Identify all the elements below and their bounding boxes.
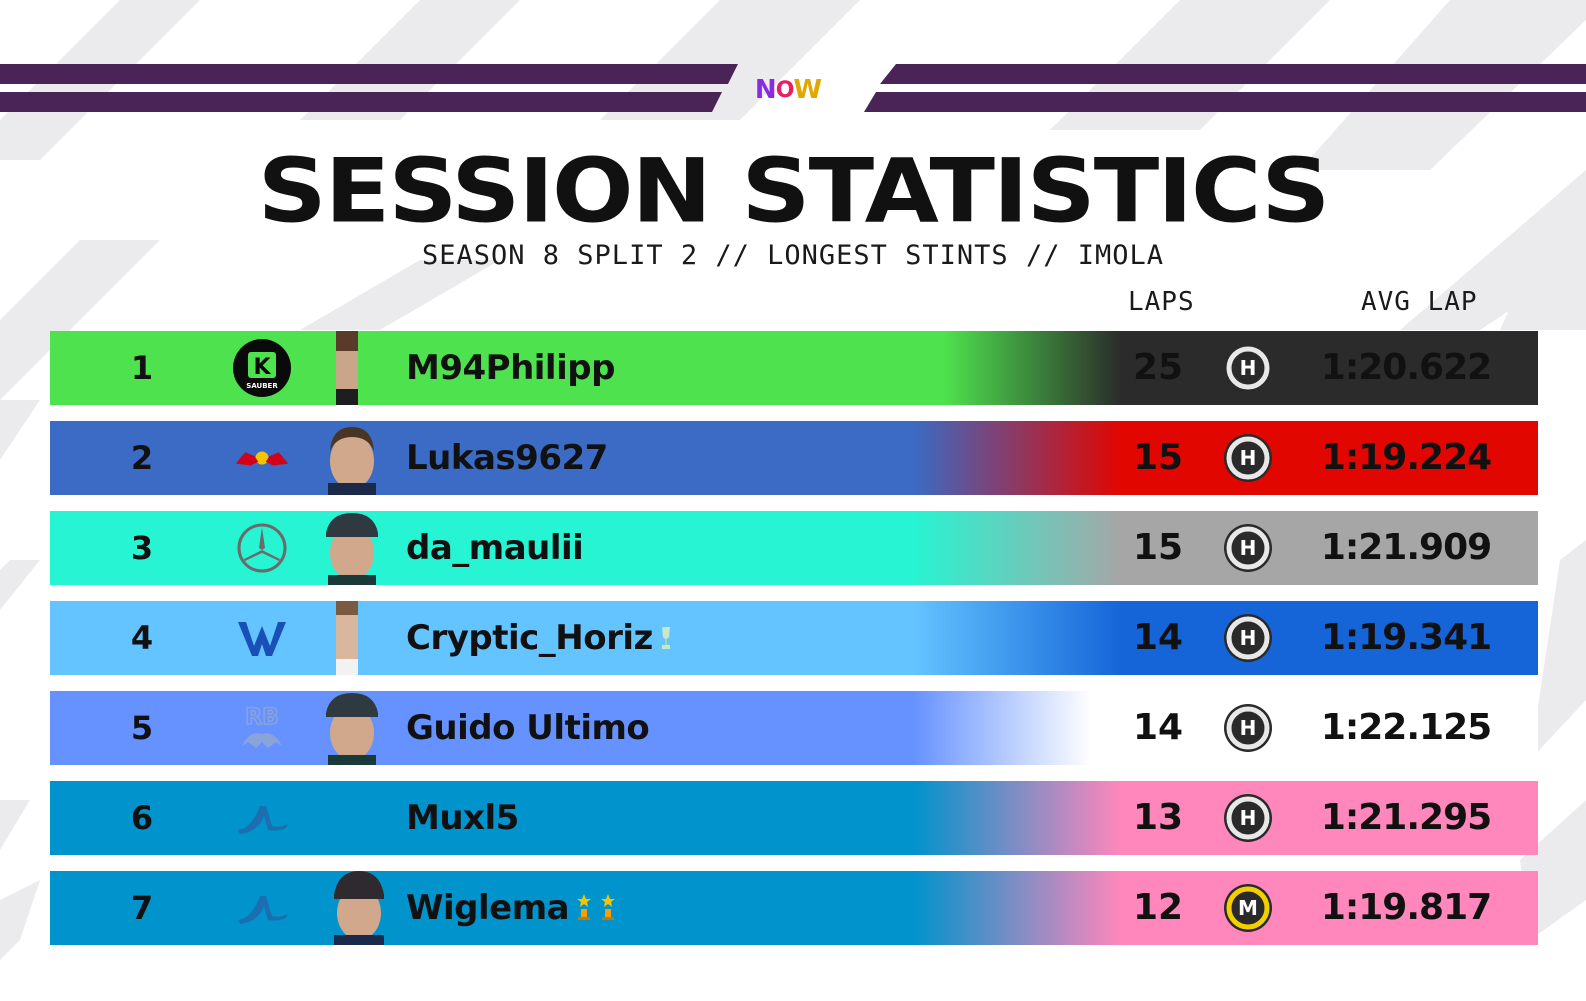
driver-name: Cryptic_Horiz <box>406 601 673 675</box>
top-bar <box>0 64 1586 112</box>
tyre-letter: M <box>1238 896 1258 920</box>
logo-letter-o: O <box>775 77 795 103</box>
hard-tyre-icon: H <box>1224 344 1272 392</box>
driver-name: Lukas9627 <box>406 438 608 478</box>
hard-tyre-icon: H <box>1224 794 1272 842</box>
position: 4 <box>130 619 154 657</box>
team-logo-sub: SAUBER <box>246 382 278 390</box>
sauber-logo-icon: K SAUBER <box>232 338 292 398</box>
driver-name: Muxl5 <box>406 798 519 838</box>
avg-lap-time: 1:19.817 <box>1320 887 1492 928</box>
laps-count: 14 <box>1132 707 1184 748</box>
tyre-letter: H <box>1240 536 1257 560</box>
now-logo: N O W <box>744 70 832 110</box>
standings-row: 4 Cryptic_Horiz 14 H 1:19.341 <box>50 601 1538 675</box>
tyre-letter: H <box>1240 806 1257 830</box>
tyre-letter: H <box>1240 716 1257 740</box>
column-header-laps: LAPS <box>1128 287 1195 317</box>
trophy-icon <box>575 873 593 947</box>
driver-photo <box>336 331 358 405</box>
team-logo-letter: K <box>253 355 271 380</box>
avg-lap-time: 1:19.224 <box>1320 437 1492 478</box>
logo-letter-w: W <box>793 75 822 105</box>
driver-photo <box>312 691 392 765</box>
page-subtitle: SEASON 8 SPLIT 2 // LONGEST STINTS // IM… <box>422 240 1164 271</box>
laps-count: 13 <box>1132 797 1184 838</box>
column-header-avg-lap: AVG LAP <box>1361 287 1478 317</box>
hard-tyre-icon: H <box>1224 614 1272 662</box>
position: 5 <box>130 709 154 747</box>
alpine-logo-icon <box>232 788 292 848</box>
driver-name-text: Wiglema <box>406 888 570 928</box>
racing-bulls-logo-icon: RB <box>232 698 292 758</box>
position: 3 <box>130 529 154 567</box>
laps-count: 15 <box>1132 527 1184 568</box>
avg-lap-time: 1:21.909 <box>1320 527 1492 568</box>
avg-lap-time: 1:19.341 <box>1320 617 1492 658</box>
standings-row: 2 Lukas9627 15 H 1:19.224 <box>50 421 1538 495</box>
driver-name: M94Philipp <box>406 348 615 388</box>
standings-row: 6 Muxl5 13 H 1:21.295 <box>50 781 1538 855</box>
hard-tyre-icon: H <box>1224 524 1272 572</box>
logo-letter-n: N <box>754 75 777 105</box>
driver-photo <box>336 601 358 675</box>
standings-row: 1 K SAUBER M94Philipp 25 H 1:20.622 <box>50 331 1538 405</box>
driver-photo <box>312 421 392 495</box>
tyre-letter: H <box>1240 626 1257 650</box>
driver-photo <box>322 871 396 945</box>
standings-row: 3 da_maulii 15 H 1:21.909 <box>50 511 1538 585</box>
alpine-logo-icon <box>232 878 292 938</box>
laps-count: 14 <box>1132 617 1184 658</box>
red-bull-logo-icon <box>232 428 292 488</box>
driver-name: Wiglema <box>406 871 617 945</box>
mercedes-logo-icon <box>232 518 292 578</box>
position: 7 <box>130 889 154 927</box>
trophy-icon <box>659 603 673 677</box>
driver-photo <box>312 511 392 585</box>
laps-count: 15 <box>1132 437 1184 478</box>
standings-row: 7 Wiglema 12 M 1:19.817 <box>50 871 1538 945</box>
hard-tyre-icon: H <box>1224 704 1272 752</box>
tyre-letter: H <box>1240 356 1257 380</box>
page-title: SESSION STATISTICS <box>257 139 1331 243</box>
avg-lap-time: 1:22.125 <box>1320 707 1492 748</box>
position: 2 <box>130 439 154 477</box>
driver-name-text: Cryptic_Horiz <box>406 618 653 658</box>
laps-count: 25 <box>1132 347 1184 388</box>
tyre-letter: H <box>1240 446 1257 470</box>
laps-count: 12 <box>1132 887 1184 928</box>
position: 1 <box>130 349 154 387</box>
hard-tyre-icon: H <box>1224 434 1272 482</box>
driver-name: Guido Ultimo <box>406 708 650 748</box>
trophy-icon <box>599 873 617 947</box>
williams-logo-icon <box>232 608 292 668</box>
position: 6 <box>130 799 154 837</box>
avg-lap-time: 1:21.295 <box>1320 797 1492 838</box>
driver-name: da_maulii <box>406 528 584 568</box>
standings-row: 5 RB Guido Ultimo 14 H 1:22.125 <box>50 691 1538 765</box>
team-logo-text: RB <box>245 705 279 730</box>
avg-lap-time: 1:20.622 <box>1320 347 1492 388</box>
medium-tyre-icon: M <box>1224 884 1272 932</box>
